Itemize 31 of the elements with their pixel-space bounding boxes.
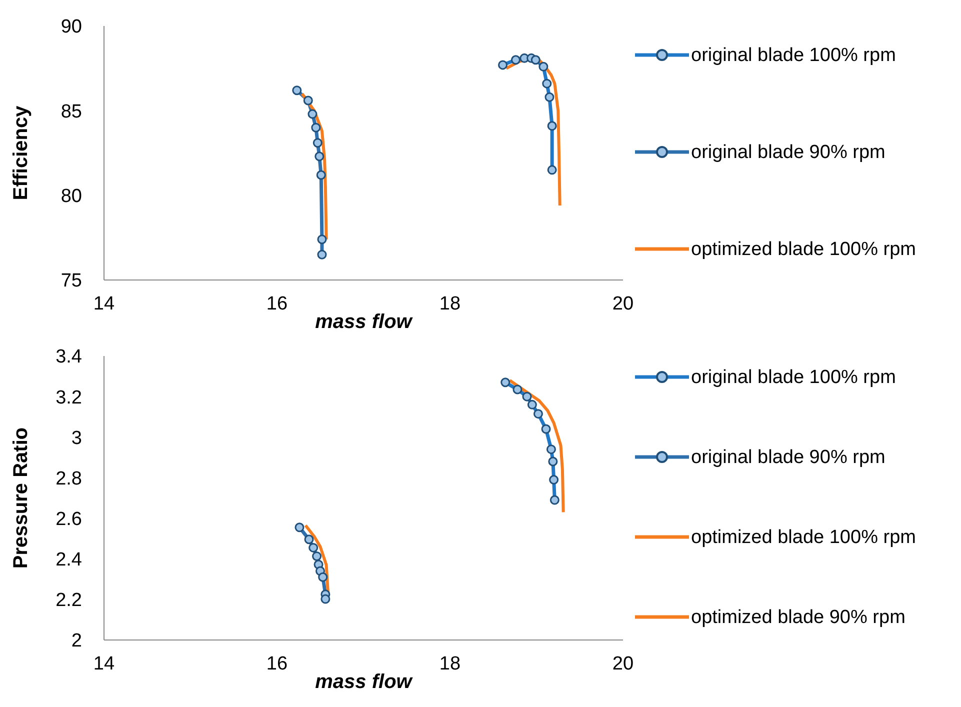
x-tick-label: 16: [266, 293, 288, 314]
x-axis-title: mass flow: [315, 311, 414, 333]
y-tick-label: 80: [60, 186, 82, 208]
y-tick-label: 3: [71, 428, 82, 449]
y-tick-label: 85: [60, 101, 82, 122]
legend-label: original blade 90% rpm: [691, 140, 886, 165]
y-axis-title: Efficiency: [10, 104, 32, 200]
y-tick-label: 90: [60, 16, 82, 38]
legend-label: original blade 100% rpm: [691, 366, 896, 390]
x-tick-label: 16: [266, 653, 288, 674]
y-tick-label: 2.2: [56, 590, 82, 612]
x-tick-label: 18: [439, 653, 461, 674]
legend-label: optimized blade 100% rpm: [691, 526, 916, 550]
legend-label: original blade 90% rpm: [691, 446, 886, 470]
y-tick-label: 2.6: [56, 509, 82, 530]
x-tick-label: 20: [612, 653, 634, 674]
y-axis-title: Pressure Ratio: [10, 427, 32, 569]
y-tick-label: 75: [60, 270, 82, 292]
legend-label: optimized blade 100% rpm: [691, 238, 916, 262]
x-tick-label: 14: [93, 293, 115, 314]
y-tick-label: 2.4: [56, 550, 82, 571]
legend-label: original blade 100% rpm: [691, 44, 896, 68]
x-tick-label: 18: [439, 293, 461, 314]
y-tick-label: 2: [71, 630, 82, 652]
x-axis-title: mass flow: [315, 671, 414, 693]
x-tick-label: 20: [612, 293, 634, 314]
legend-label: optimized blade 90% rpm: [691, 606, 906, 630]
y-tick-label: 2.8: [56, 468, 82, 490]
x-tick-label: 14: [93, 653, 115, 674]
y-tick-label: 3.4: [56, 346, 82, 368]
y-tick-label: 3.2: [56, 387, 82, 408]
